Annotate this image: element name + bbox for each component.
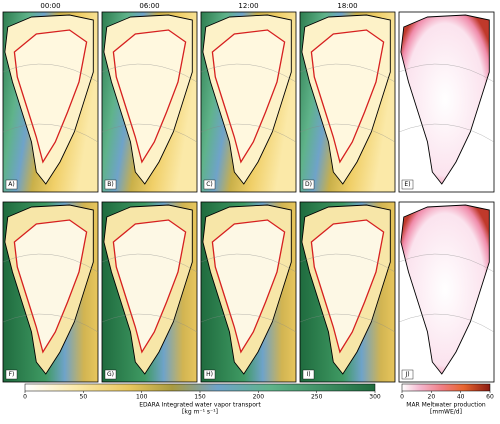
label-box — [5, 369, 18, 380]
panel-label: D) — [305, 181, 312, 188]
colorbar-tick-label: 200 — [253, 394, 265, 401]
colorbar-tick-label: 40 — [457, 394, 465, 401]
contour — [310, 219, 385, 354]
panel-label: G) — [107, 371, 114, 378]
greenland — [400, 14, 490, 185]
graticule — [200, 63, 297, 143]
contour — [211, 219, 286, 354]
label-box — [203, 369, 216, 380]
panel-label: F) — [9, 371, 15, 378]
column-header: 06:00 — [139, 2, 159, 10]
colorbar-tick-label: 150 — [194, 394, 206, 401]
label-box — [302, 369, 315, 380]
colorbar-tick-label: 100 — [136, 394, 148, 401]
greenland — [400, 204, 490, 375]
colorbar-tick-label: 0 — [23, 394, 27, 401]
map-panel: D) — [299, 11, 396, 193]
colorbar-units: [kg m⁻¹ s⁻¹] — [182, 409, 218, 416]
label-box — [104, 179, 117, 190]
contour — [112, 29, 187, 164]
colorbar-tick-label: 300 — [369, 394, 381, 401]
label-box — [104, 369, 117, 380]
map-panel: J) — [398, 201, 495, 383]
label-box — [401, 369, 414, 380]
map-panel: B) — [101, 11, 198, 193]
colorbar — [24, 383, 376, 392]
contour — [211, 29, 286, 164]
contour — [13, 219, 88, 354]
label-box — [302, 179, 315, 190]
panel-label: E) — [404, 181, 410, 188]
colorbar-tick-label: 20 — [428, 394, 436, 401]
graticule — [398, 63, 495, 143]
map-panel: G) — [101, 201, 198, 383]
map-panel: F) — [2, 201, 99, 383]
map-panel: E) — [398, 11, 495, 193]
label-box — [5, 179, 18, 190]
panel-label: I) — [306, 371, 310, 378]
label-box — [401, 179, 414, 190]
graticule — [398, 253, 495, 333]
graticule — [2, 253, 99, 333]
graticule — [299, 63, 396, 143]
graticule — [299, 253, 396, 333]
panel-label: A) — [8, 181, 14, 188]
column-header: 18:00 — [337, 2, 357, 10]
colorbar — [401, 383, 491, 392]
contour — [13, 29, 88, 164]
colorbar-tick-label: 60 — [486, 394, 494, 401]
graticule — [101, 253, 198, 333]
label-box — [203, 179, 216, 190]
map-panel: C) — [200, 11, 297, 193]
contour — [112, 219, 187, 354]
map-panel: H) — [200, 201, 297, 383]
panel-label: H) — [206, 371, 213, 378]
column-header: 00:00 — [40, 2, 60, 10]
colorbar-label: MAR Meltwater production — [406, 402, 486, 409]
graticule — [101, 63, 198, 143]
graticule — [2, 63, 99, 143]
colorbar-tick-label: 0 — [400, 394, 404, 401]
colorbar-tick-label: 250 — [311, 394, 323, 401]
map-panel: A) — [2, 11, 99, 193]
map-panel: I) — [299, 201, 396, 383]
panel-label: C) — [206, 181, 213, 188]
graticule — [200, 253, 297, 333]
colorbar-units: [mmWE/d] — [430, 409, 462, 416]
panel-label: B) — [107, 181, 113, 188]
contour — [310, 29, 385, 164]
colorbar-label: EDARA Integrated water vapor transport — [139, 402, 261, 409]
colorbar-tick-label: 50 — [80, 394, 88, 401]
panel-label: J) — [404, 371, 409, 378]
column-header: 12:00 — [238, 2, 258, 10]
